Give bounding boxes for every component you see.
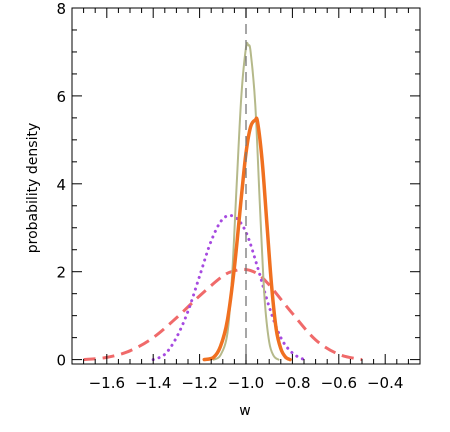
y-axis-label: probability density [25, 123, 41, 253]
y-tick-label: 6 [56, 88, 66, 106]
x-tick-label: −1.4 [135, 374, 171, 392]
series-line-2 [151, 213, 306, 362]
tick-labels: −1.6 −1.4 −1.2 −1.0 −0.8 −0.6 −0.4 0 2 4 6 8 [56, 0, 403, 392]
x-tick-label: −1.2 [181, 374, 217, 392]
x-axis-label: w [239, 403, 250, 419]
x-tick-label: −0.8 [274, 374, 310, 392]
y-tick-label: 2 [56, 264, 66, 282]
x-tick-label: −0.4 [367, 374, 403, 392]
y-tick-label: 8 [56, 0, 66, 18]
axis-ticks [72, 7, 420, 364]
series-line-1 [202, 116, 292, 362]
x-tick-label: −0.6 [321, 374, 357, 392]
y-tick-label: 4 [56, 176, 66, 194]
series-line-3 [83, 267, 363, 362]
x-tick-label: −1.6 [89, 374, 125, 392]
x-tick-label: −1.0 [228, 374, 264, 392]
y-tick-label: 0 [56, 352, 66, 370]
curves [83, 41, 363, 362]
